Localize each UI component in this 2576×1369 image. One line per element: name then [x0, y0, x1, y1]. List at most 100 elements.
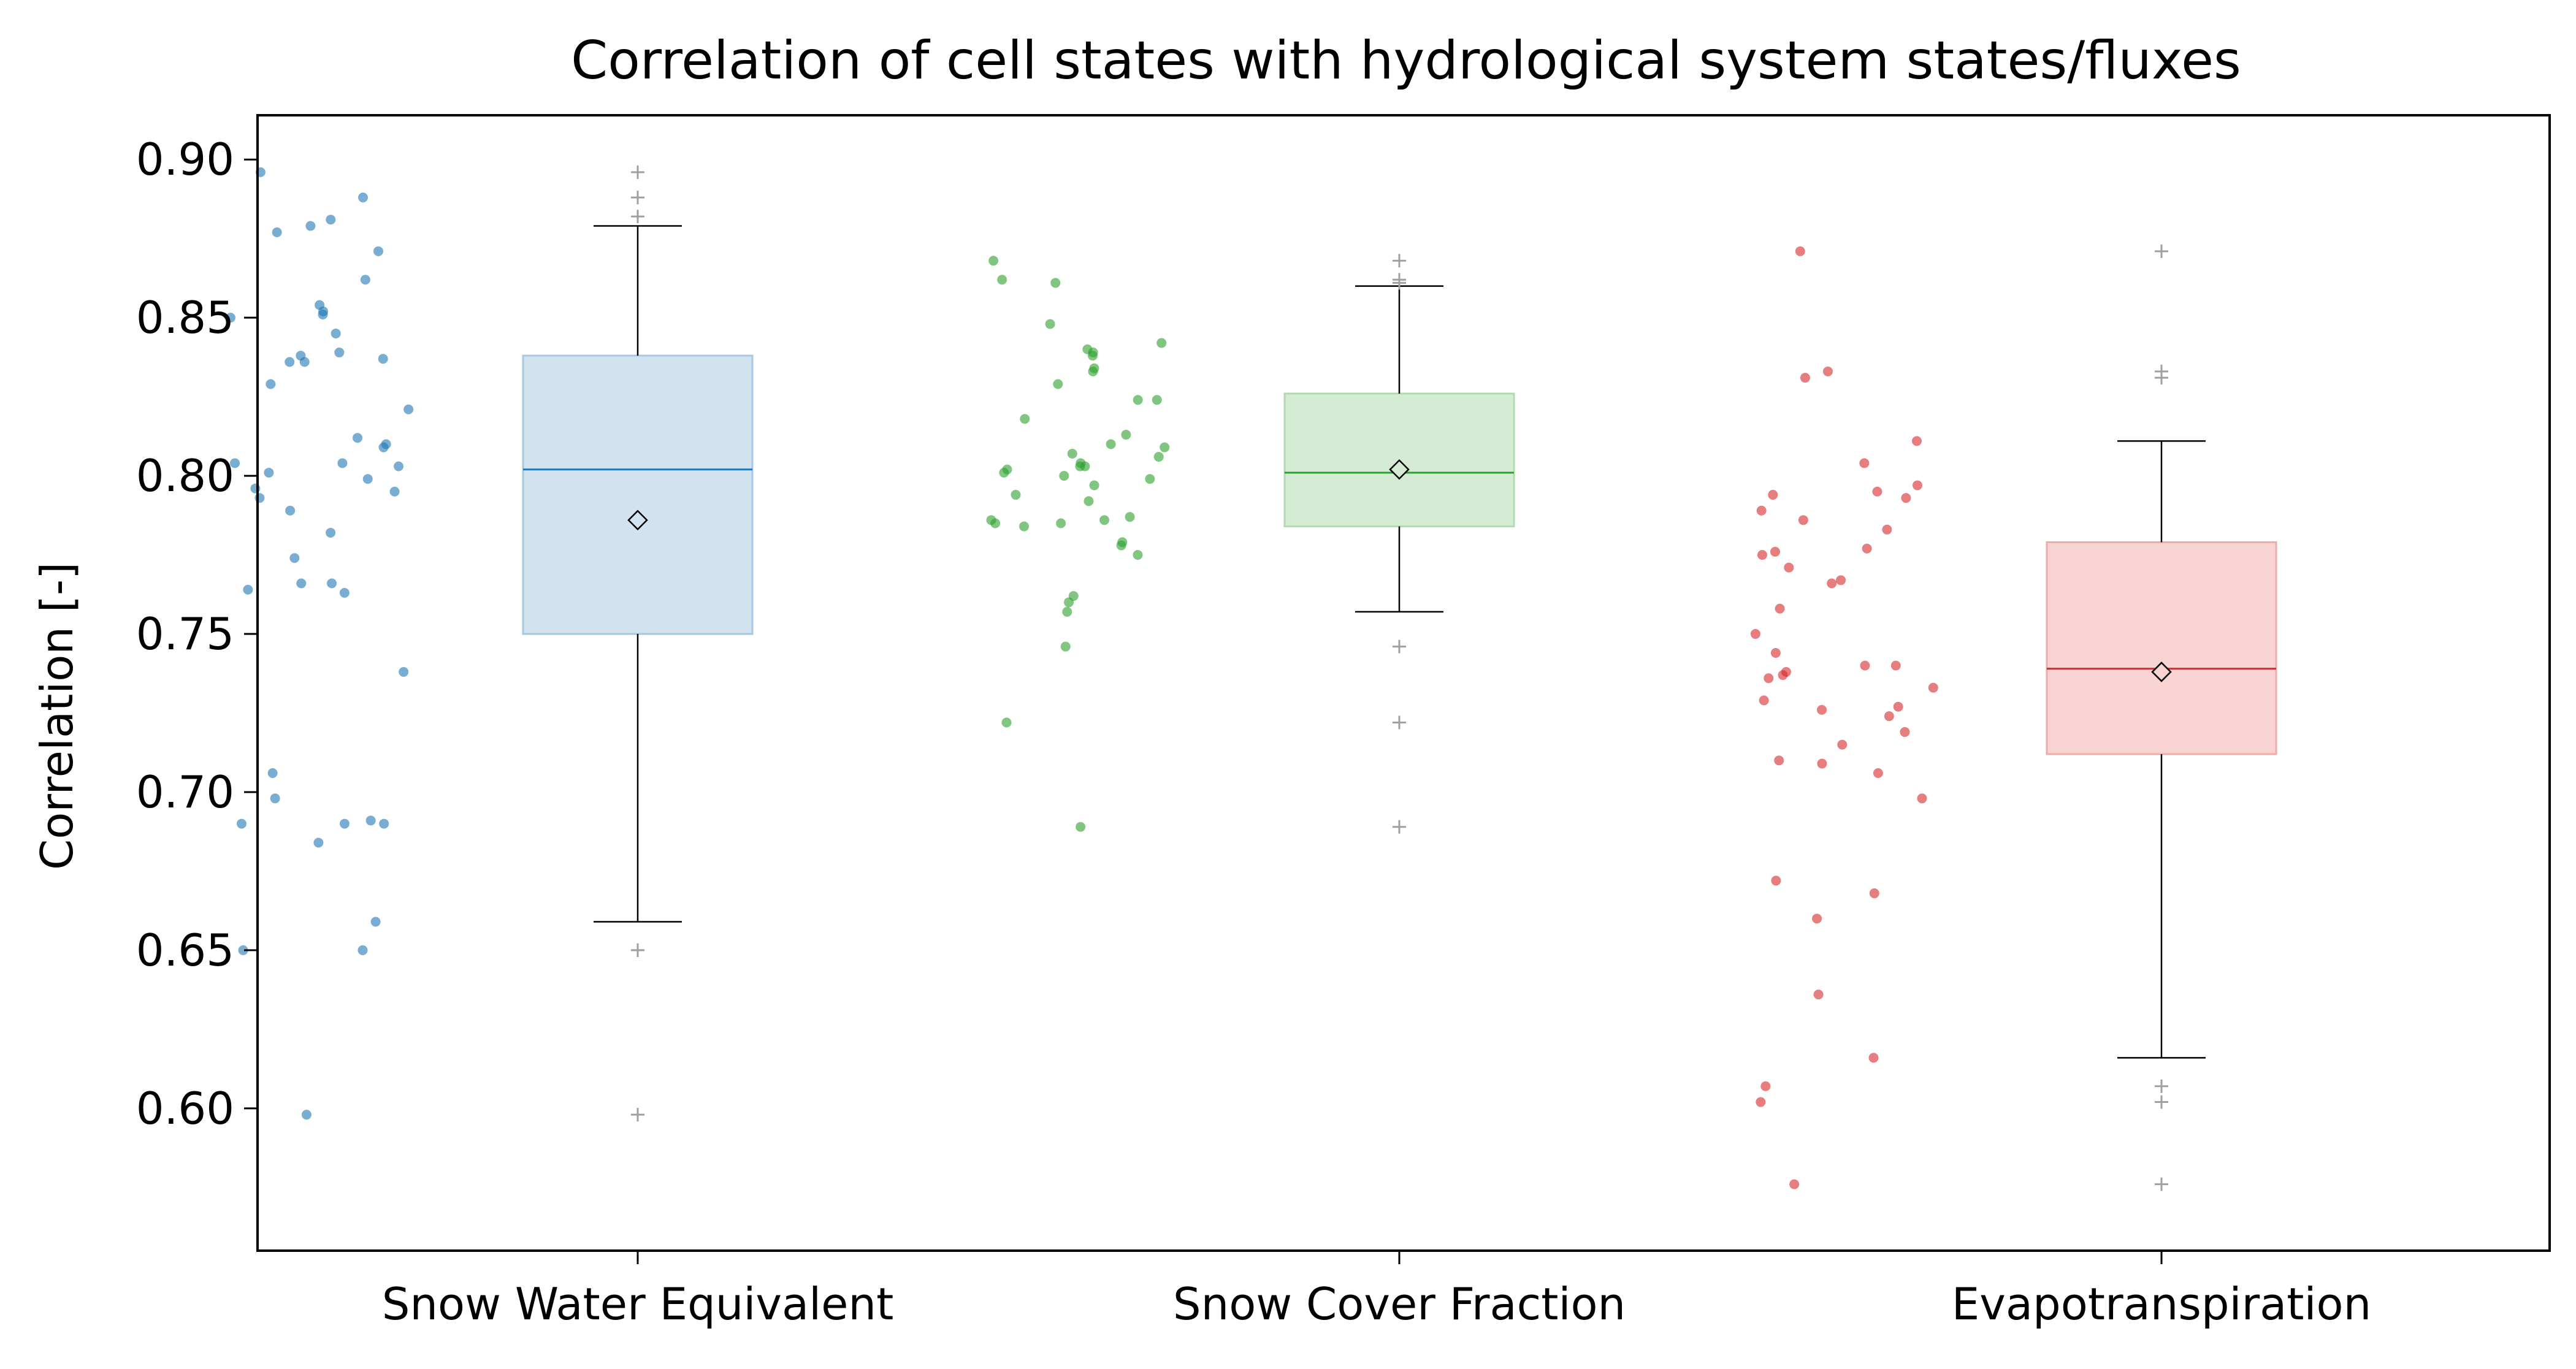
y-tick-label: 0.85	[136, 292, 234, 343]
strip-point	[337, 458, 348, 468]
strip-point	[1770, 647, 1781, 658]
strip-point	[236, 818, 247, 829]
strip-point	[1088, 366, 1098, 376]
outlier-marker	[631, 943, 644, 957]
strip-point	[1784, 562, 1794, 573]
strip-point	[1859, 458, 1870, 468]
strip-point	[299, 357, 310, 367]
outlier-marker	[2155, 1177, 2168, 1191]
strip-point	[360, 275, 370, 285]
strip-point	[1152, 395, 1162, 405]
strip-point	[394, 461, 404, 471]
strip-point	[999, 467, 1009, 478]
strip-point	[1125, 512, 1135, 522]
strip-point	[1133, 395, 1143, 405]
strip-point	[1075, 461, 1085, 471]
strip-point	[1812, 913, 1822, 924]
strip-point	[1059, 471, 1069, 481]
strip-point	[1087, 351, 1098, 361]
strip-point	[389, 486, 400, 497]
strip-point	[1822, 366, 1833, 376]
y-tick-label: 0.90	[136, 134, 234, 185]
plot-marks	[225, 165, 2277, 1191]
strip-point	[1019, 521, 1030, 532]
strip-point	[1750, 629, 1760, 639]
outlier-marker	[2155, 1095, 2168, 1109]
strip-point	[1084, 496, 1094, 506]
strip-point	[1056, 518, 1066, 528]
y-tick-label: 0.70	[136, 766, 234, 818]
strip-point	[254, 493, 265, 503]
strip-point	[1756, 1097, 1766, 1107]
outlier-marker	[2155, 244, 2168, 258]
outlier-marker	[631, 210, 644, 224]
strip-point	[1862, 543, 1872, 554]
box-iqr	[2046, 541, 2277, 755]
strip-point	[1759, 695, 1769, 706]
outlier-marker	[631, 1108, 644, 1122]
y-axis: 0.60 0.65 0.70 0.75 0.80 0.85 0.90	[136, 134, 258, 1134]
strip-point	[352, 433, 362, 443]
strip-point	[1121, 430, 1131, 440]
outlier-marker	[1393, 639, 1406, 654]
strip-point	[266, 379, 276, 389]
strip-point	[1868, 1053, 1879, 1063]
strip-point	[1116, 540, 1126, 551]
mean-marker	[1389, 459, 1410, 480]
strip-point	[327, 578, 337, 589]
strip-point	[285, 505, 296, 516]
mean-marker	[627, 509, 648, 531]
strip-point	[358, 193, 369, 203]
strip-point	[1064, 597, 1074, 608]
plot-frame	[256, 114, 2551, 1252]
strip-point	[1789, 1179, 1800, 1189]
y-axis-label: Correlation [-]	[31, 562, 83, 870]
strip-point	[331, 328, 341, 338]
strip-point	[305, 221, 316, 231]
strip-point	[1053, 379, 1063, 389]
series-group	[986, 254, 1515, 834]
strip-point	[264, 467, 274, 478]
strip-point	[1099, 515, 1110, 525]
series-group	[1750, 244, 2277, 1191]
strip-point	[1153, 452, 1164, 462]
strip-point	[339, 818, 350, 829]
strip-point	[1060, 641, 1071, 652]
box-iqr	[522, 354, 754, 635]
strip-point	[1160, 442, 1170, 452]
strip-point	[318, 310, 328, 320]
strip-point	[326, 215, 336, 225]
outlier-marker	[631, 165, 644, 179]
strip-point	[1882, 524, 1892, 535]
strip-point	[1145, 474, 1155, 484]
strip-point	[296, 578, 307, 589]
mean-marker	[2151, 662, 2172, 682]
outlier-marker	[1393, 820, 1406, 834]
strip-point	[403, 404, 414, 414]
strip-point	[1837, 739, 1848, 750]
strip-point	[238, 945, 248, 955]
strip-point	[1836, 575, 1846, 585]
strip-point	[1827, 578, 1837, 589]
strip-point	[1768, 490, 1778, 500]
strip-point	[1817, 704, 1827, 715]
strip-point	[1089, 480, 1099, 490]
strip-point	[378, 442, 389, 452]
strip-point	[1901, 493, 1911, 503]
strip-point	[230, 458, 240, 468]
strip-point	[1900, 726, 1910, 737]
strip-point	[243, 584, 253, 595]
strip-point	[1798, 515, 1808, 525]
strip-point	[1774, 755, 1784, 766]
strip-point	[378, 354, 388, 364]
strip-point	[1795, 246, 1805, 256]
strip-point	[990, 518, 1001, 528]
strip-point	[357, 945, 368, 955]
y-tick-label: 0.75	[136, 608, 234, 660]
strip-point	[1928, 682, 1938, 693]
strip-point	[301, 1110, 311, 1120]
strip-point	[326, 527, 336, 538]
strip-point	[339, 587, 350, 598]
outlier-marker	[2155, 371, 2168, 385]
